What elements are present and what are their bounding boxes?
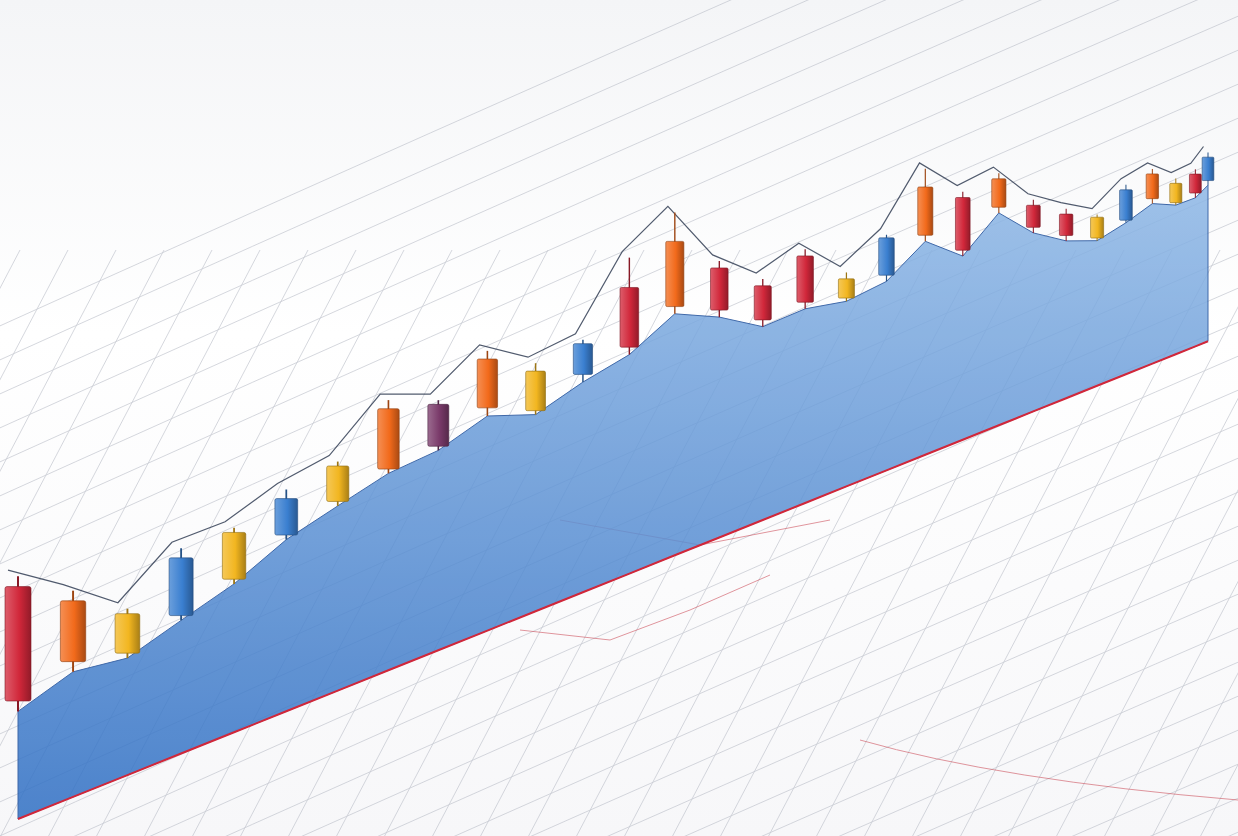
candle-body bbox=[1189, 174, 1201, 193]
candle bbox=[428, 400, 449, 450]
candle bbox=[711, 261, 729, 317]
candle bbox=[1026, 200, 1040, 233]
candle-body bbox=[711, 268, 729, 310]
candle-body bbox=[428, 404, 449, 446]
low-ribbon bbox=[18, 185, 1208, 819]
candle-body bbox=[60, 601, 85, 662]
candle-body bbox=[1120, 190, 1133, 220]
candle bbox=[115, 609, 140, 658]
candle bbox=[1189, 169, 1201, 197]
candle-body bbox=[477, 359, 497, 408]
paper-grid bbox=[0, 0, 1238, 836]
candle bbox=[918, 169, 933, 241]
candle-body bbox=[1170, 183, 1182, 202]
grid-curve bbox=[0, 754, 1238, 836]
candle-body bbox=[378, 409, 400, 469]
candle-body bbox=[1059, 214, 1072, 235]
candle-body bbox=[327, 466, 349, 501]
candle bbox=[666, 212, 684, 313]
candle-body bbox=[169, 558, 193, 616]
candle bbox=[879, 235, 895, 282]
candle bbox=[526, 363, 546, 414]
chart bbox=[0, 0, 1238, 836]
red-line bbox=[860, 740, 1238, 800]
candle-body bbox=[666, 241, 684, 306]
candle bbox=[838, 272, 854, 301]
candle bbox=[1170, 178, 1182, 205]
candle-body bbox=[115, 614, 140, 653]
candle bbox=[754, 279, 771, 327]
candle-body bbox=[955, 198, 970, 251]
candle bbox=[620, 258, 639, 355]
candle bbox=[327, 462, 349, 506]
candle bbox=[477, 351, 497, 416]
grid-cross bbox=[1236, 250, 1238, 836]
grid-curve bbox=[0, 822, 1238, 836]
grid-curve bbox=[0, 788, 1238, 836]
candle-body bbox=[1091, 217, 1104, 238]
candle bbox=[955, 192, 970, 256]
candle bbox=[1146, 169, 1158, 204]
candle bbox=[1120, 185, 1133, 223]
candle-body bbox=[1026, 205, 1040, 227]
candle-body bbox=[1146, 174, 1158, 199]
candle-body bbox=[620, 287, 639, 347]
candle-body bbox=[992, 179, 1006, 207]
candle bbox=[275, 489, 298, 539]
candle bbox=[169, 548, 193, 620]
candle-body bbox=[838, 279, 854, 298]
candle-body bbox=[573, 344, 592, 375]
candle bbox=[5, 576, 31, 711]
candle-body bbox=[797, 256, 814, 302]
candle-body bbox=[222, 532, 245, 579]
candle bbox=[573, 340, 592, 382]
candle bbox=[992, 173, 1006, 213]
candle bbox=[222, 528, 245, 584]
candle bbox=[797, 249, 814, 309]
candle-body bbox=[1202, 157, 1214, 180]
candle bbox=[1091, 215, 1104, 241]
candle-body bbox=[879, 238, 895, 275]
background bbox=[0, 0, 1238, 836]
candle bbox=[378, 400, 400, 473]
candle bbox=[1059, 209, 1072, 241]
candle bbox=[1202, 152, 1214, 185]
candle-body bbox=[918, 187, 933, 235]
candle-body bbox=[526, 371, 546, 411]
plot-area bbox=[5, 147, 1214, 820]
candle-body bbox=[275, 499, 298, 535]
candle-body bbox=[754, 286, 771, 320]
high-line bbox=[8, 147, 1204, 603]
candle bbox=[60, 591, 85, 672]
ribbon-edge bbox=[18, 341, 1208, 819]
candle-body bbox=[5, 587, 31, 701]
